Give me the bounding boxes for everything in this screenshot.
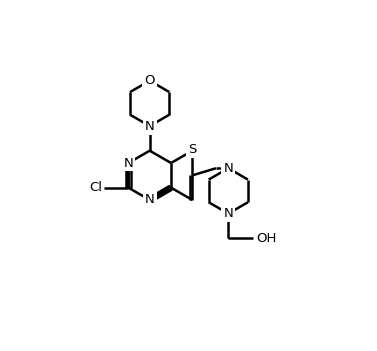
Text: S: S [188,143,196,155]
Text: N: N [145,193,155,206]
Text: OH: OH [256,232,276,245]
Text: N: N [224,162,233,175]
Text: O: O [144,74,155,87]
Text: N: N [124,157,133,170]
Text: Cl: Cl [89,181,102,194]
Text: N: N [224,207,233,220]
Text: N: N [145,120,155,133]
